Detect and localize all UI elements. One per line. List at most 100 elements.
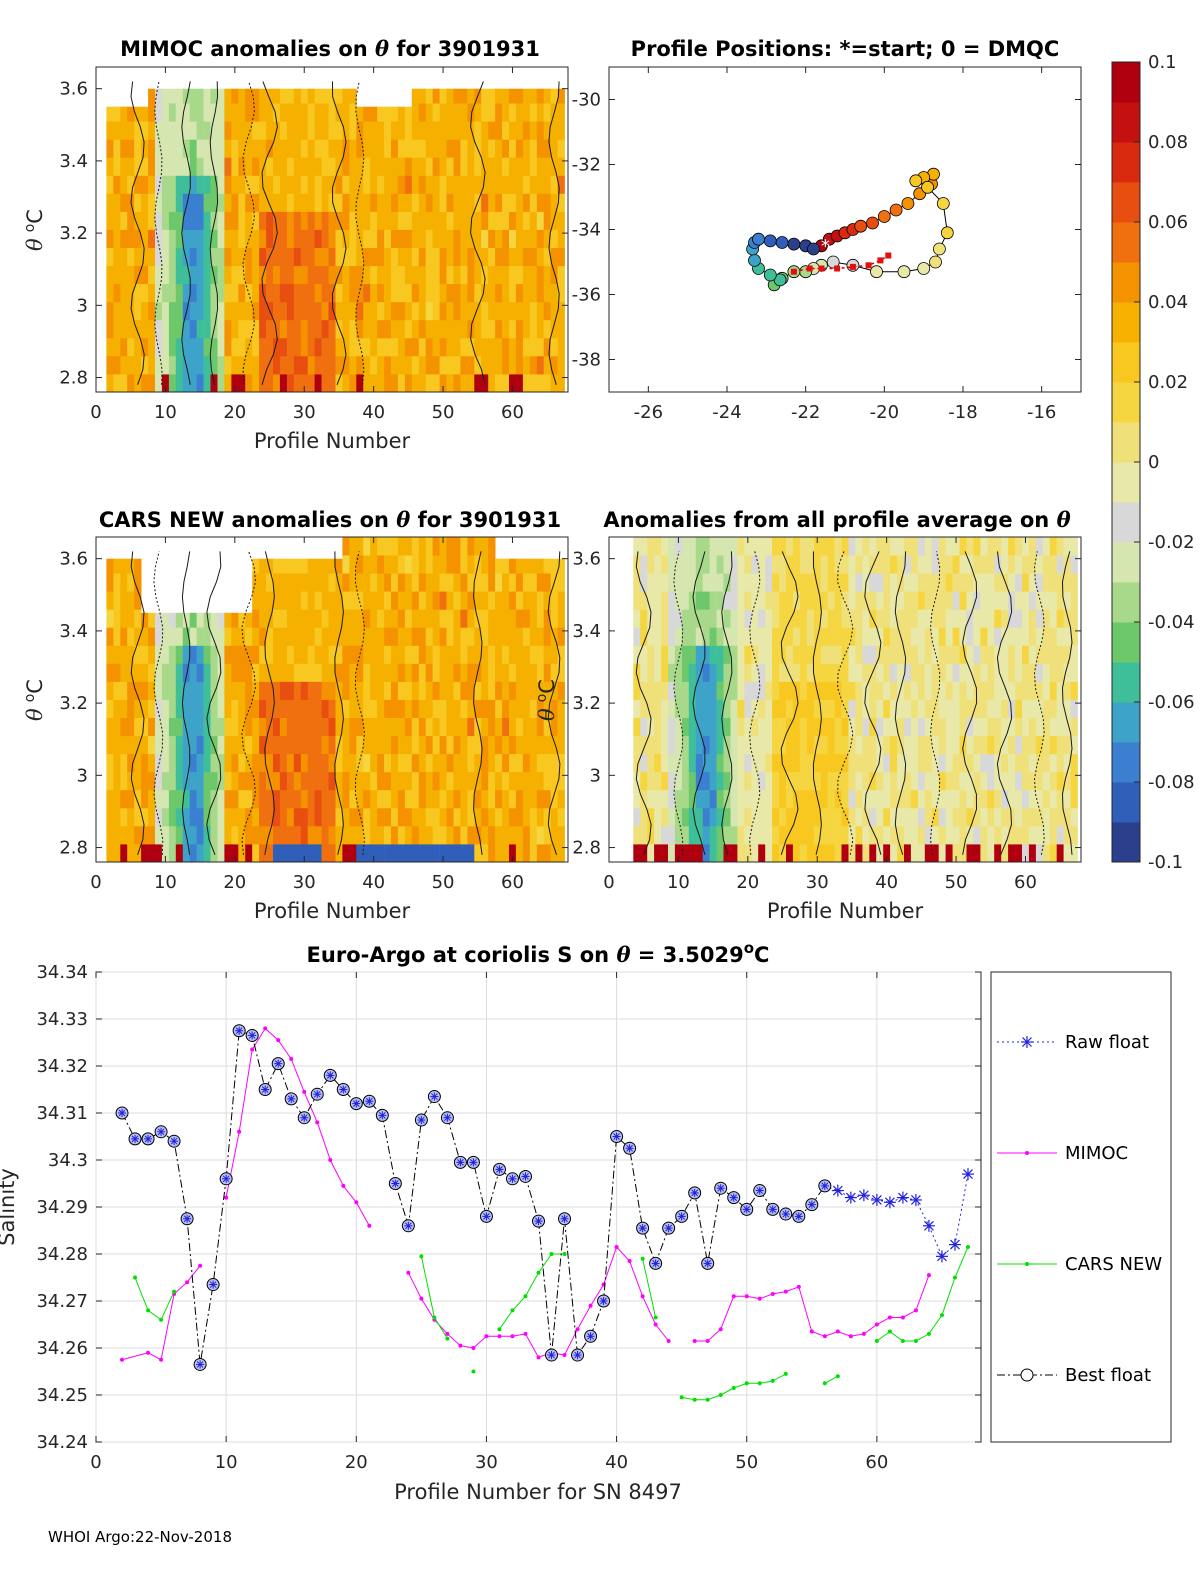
- cars-cell: [196, 663, 204, 682]
- avg-cell: [668, 771, 676, 791]
- mimoc-cell: [328, 211, 336, 230]
- mimoc-cell: [238, 301, 246, 321]
- avg-cell: [938, 627, 946, 646]
- series-point-mimoc: [588, 1303, 593, 1308]
- avg-cell: [813, 537, 822, 556]
- cars-cell: [432, 807, 440, 827]
- cars-cell: [349, 717, 357, 737]
- cars-cell: [363, 645, 371, 664]
- avg-cell: [890, 681, 898, 700]
- mimoc-cell: [481, 88, 489, 104]
- avg-cell: [633, 735, 641, 755]
- mimoc-cell: [363, 337, 371, 357]
- avg-cell: [633, 843, 641, 863]
- cars-cell: [509, 789, 517, 809]
- cars-cell: [377, 591, 385, 610]
- cars-cell: [127, 825, 135, 845]
- mimoc-cell: [515, 265, 524, 285]
- mimoc-cell: [342, 193, 350, 212]
- series-point-mimoc: [562, 1353, 567, 1358]
- cars-cell: [203, 681, 211, 700]
- mimoc-cell: [418, 88, 427, 104]
- cars-cell: [182, 843, 191, 863]
- avg-cell: [813, 573, 822, 592]
- mimoc-cell: [439, 175, 447, 194]
- avg-cell: [952, 573, 960, 592]
- mimoc-cell: [356, 247, 364, 267]
- avg-cell: [1015, 789, 1023, 809]
- mimoc-cell: [189, 103, 197, 122]
- cars-cell: [515, 771, 524, 791]
- avg-cell: [945, 753, 953, 773]
- mimoc-cell: [273, 103, 281, 122]
- cars-cell: [349, 825, 357, 845]
- cars-cell: [495, 663, 503, 682]
- avg-cell: [910, 717, 919, 737]
- average-x-ticks: 0 10 20 30 40 50 60: [603, 537, 1037, 893]
- avg-cell: [702, 699, 710, 718]
- mimoc-cell: [321, 247, 329, 267]
- cars-cell: [148, 663, 156, 682]
- cars-cell: [238, 843, 246, 863]
- best-float-marker: [558, 1212, 572, 1226]
- avg-cell: [910, 843, 919, 863]
- avg-cell: [897, 753, 905, 773]
- cars-cell: [217, 645, 225, 664]
- best-float-marker: [545, 1348, 559, 1362]
- mimoc-cell: [189, 88, 197, 104]
- raw-float-marker: [870, 1193, 883, 1206]
- avg-cell: [1008, 627, 1016, 646]
- mimoc-cell: [273, 229, 281, 248]
- avg-cell: [737, 573, 745, 592]
- avg-cell: [681, 825, 690, 845]
- cars-cell: [370, 591, 378, 610]
- series-point-mimoc: [237, 1129, 242, 1134]
- cars-cell: [286, 645, 295, 664]
- mimoc-cell: [148, 283, 156, 303]
- mimoc-cell: [363, 106, 371, 122]
- avg-cell: [904, 573, 912, 592]
- cars-cell: [196, 807, 204, 827]
- avg-cell: [647, 645, 655, 664]
- cars-cell: [141, 825, 149, 845]
- avg-cell: [633, 663, 641, 682]
- cars-cell: [349, 771, 357, 791]
- avg-cell: [1022, 555, 1030, 574]
- mimoc-x-label: Profile Number: [254, 429, 411, 453]
- cars-cell: [488, 807, 496, 827]
- mimoc-cell: [418, 193, 427, 212]
- avg-cell: [994, 789, 1002, 809]
- avg-cell: [938, 753, 946, 773]
- avg-cell: [765, 573, 773, 592]
- mimoc-cell: [148, 229, 156, 248]
- cars-cell: [370, 609, 378, 628]
- cars-cell: [467, 627, 475, 646]
- mimoc-cell: [467, 373, 475, 393]
- mimoc-cell: [279, 88, 288, 104]
- mimoc-cell: [307, 337, 315, 357]
- cars-cell: [293, 807, 302, 827]
- cars-cell: [363, 717, 371, 737]
- mimoc-cell: [509, 121, 517, 140]
- avg-cell: [1001, 537, 1009, 556]
- cars-cell: [502, 825, 510, 845]
- mimoc-cell: [175, 157, 184, 176]
- cars-cell: [411, 537, 420, 556]
- cars-cell: [279, 573, 288, 592]
- mimoc-cell: [509, 373, 517, 393]
- mimoc-cell: [245, 373, 253, 393]
- avg-contour: [673, 551, 684, 855]
- mimoc-cell: [335, 373, 343, 393]
- profile-position-marker: [866, 216, 879, 230]
- cars-cell: [481, 555, 489, 574]
- avg-cell: [869, 735, 877, 755]
- avg-cell: [786, 591, 794, 610]
- mimoc-cell: [113, 121, 121, 140]
- cars-cell: [550, 558, 558, 574]
- mimoc-cell: [515, 211, 524, 230]
- mimoc-cell: [293, 175, 302, 194]
- mimoc-cell: [391, 373, 399, 393]
- salinity-ytick-label: 34.34: [36, 962, 88, 983]
- avg-cell: [751, 789, 759, 809]
- avg-cell: [931, 771, 940, 791]
